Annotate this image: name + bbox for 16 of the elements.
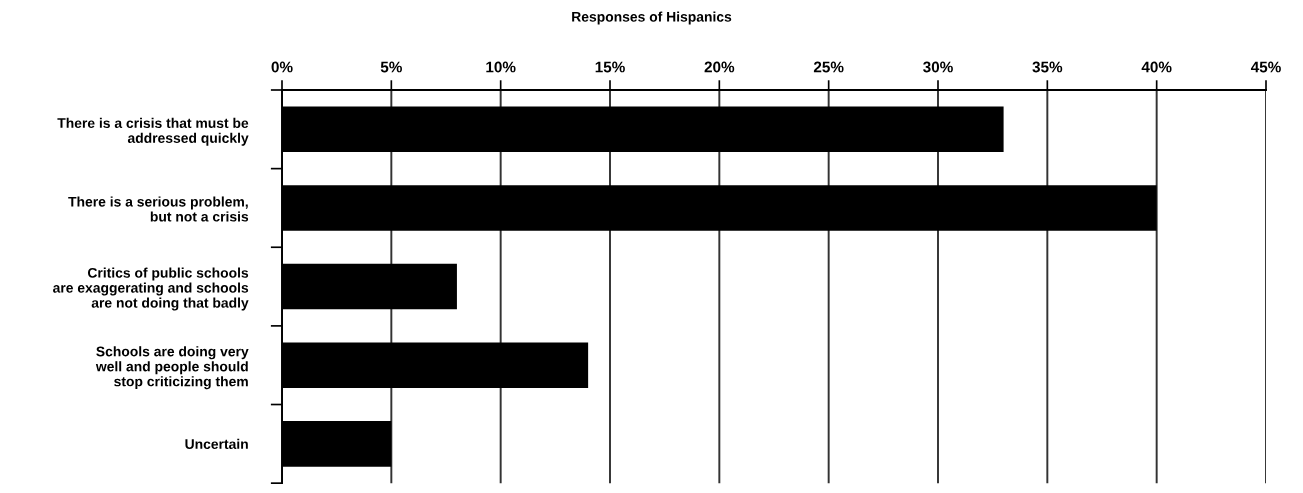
y-tick-label: Critics of public schools are exaggerating and schools are not doing that badly [53, 267, 249, 311]
x-tick-label: 20% [704, 61, 735, 73]
x-tick-label: 40% [1141, 61, 1172, 73]
y-tick-label: Schools are doing very well and people should stop criticizing them [95, 346, 249, 390]
x-tick-label: 5% [380, 61, 402, 73]
x-tick-label: 10% [486, 61, 516, 73]
chart-title: Responses of Hispanics [572, 11, 732, 25]
x-tick-label: 0% [271, 61, 293, 73]
y-tick-label: Uncertain [185, 438, 248, 449]
x-tick-label: 25% [813, 61, 844, 73]
x-tick-label: 30% [923, 61, 953, 73]
x-tick-label: 15% [595, 61, 625, 73]
y-tick-label: There is a crisis that must be addressed quickly [57, 117, 249, 146]
x-tick-label: 35% [1032, 61, 1063, 73]
y-tick-label: There is a serious problem, but not a crisis [68, 196, 249, 222]
x-tick-label: 45% [1250, 61, 1281, 73]
